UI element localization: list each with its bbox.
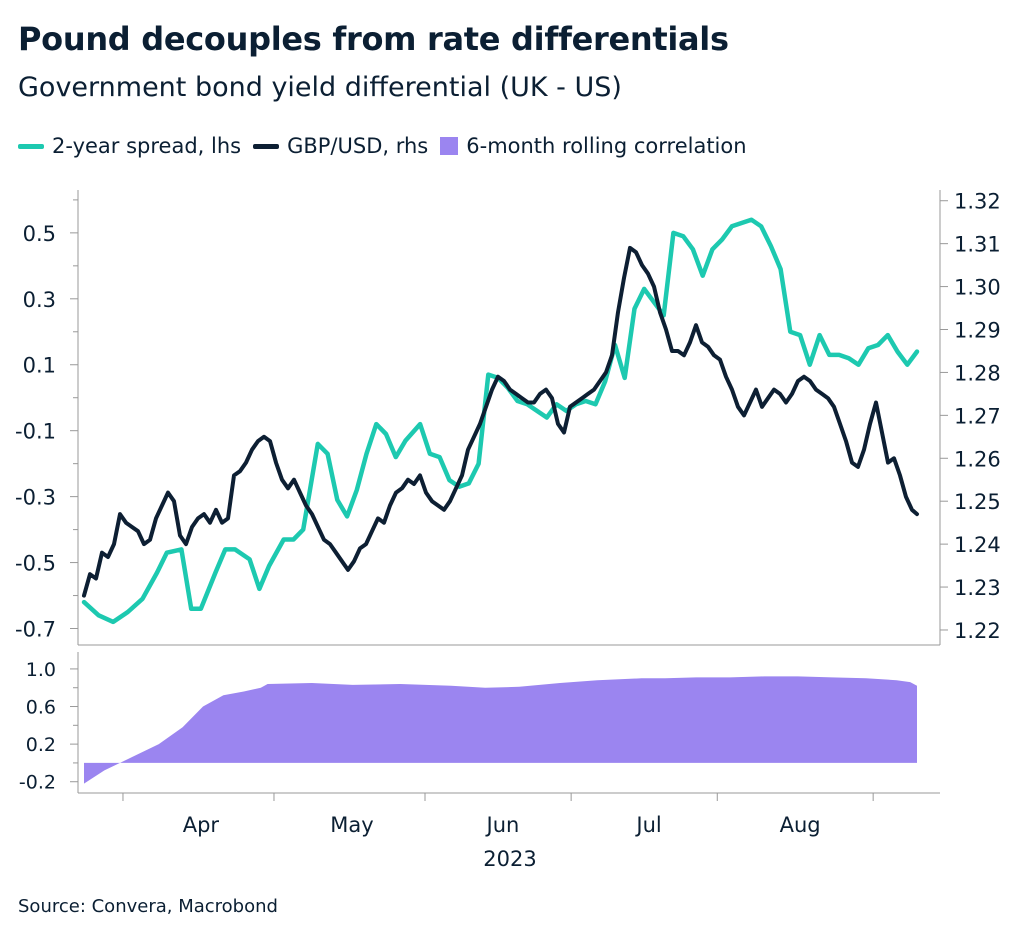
legend-item-gbpusd: GBP/USD, rhs: [253, 134, 428, 158]
legend-label-gbpusd: GBP/USD, rhs: [287, 134, 429, 158]
right-tick-label: 1.28: [954, 361, 1001, 385]
left-tick-label: -0.1: [15, 420, 56, 444]
right-tick-label: 1.26: [954, 447, 1001, 471]
right-tick-label: 1.30: [954, 276, 1001, 300]
right-tick-label: 1.27: [954, 404, 1001, 428]
left-tick-label: 0.3: [23, 288, 56, 312]
series-line-gbpusd: [82, 245, 919, 598]
right-tick-label: 1.23: [954, 576, 1001, 600]
series-line-2-year-spread: [81, 217, 920, 625]
legend-item-spread: 2-year spread, lhs: [18, 134, 241, 158]
right-tick-label: 1.25: [954, 490, 1001, 514]
right-tick-label: 1.32: [954, 190, 1001, 214]
bottom-tick-label: 1.0: [26, 659, 56, 681]
left-tick-label: -0.3: [15, 486, 56, 510]
legend-swatch-spread: [18, 143, 44, 149]
left-tick-label: 0.5: [23, 222, 56, 246]
left-tick-label: 0.1: [23, 354, 56, 378]
chart-subtitle: Government bond yield differential (UK -…: [18, 72, 622, 103]
bottom-tick-label: -0.2: [19, 772, 56, 794]
series-area-correlation: [84, 676, 917, 784]
left-tick-label: -0.5: [15, 552, 56, 576]
chart-title: Pound decouples from rate differentials: [18, 20, 729, 58]
right-tick-label: 1.22: [954, 619, 1001, 643]
right-tick-label: 1.31: [954, 233, 1001, 257]
month-label-may: May: [330, 813, 373, 837]
legend-swatch-correlation: [440, 137, 459, 155]
month-label-jun: Jun: [485, 813, 520, 837]
legend-swatch-gbpusd: [253, 143, 280, 149]
month-label-jul: Jul: [634, 813, 661, 837]
legend: 2-year spread, lhs GBP/USD, rhs 6-month …: [18, 134, 759, 158]
legend-label-spread: 2-year spread, lhs: [52, 134, 242, 158]
year-label: 2023: [483, 847, 536, 871]
right-tick-label: 1.29: [954, 319, 1001, 343]
legend-label-correlation: 6-month rolling correlation: [466, 134, 747, 158]
month-label-aug: Aug: [780, 813, 821, 837]
right-tick-label: 1.24: [954, 533, 1001, 557]
source-note: Source: Convera, Macrobond: [18, 896, 278, 917]
left-tick-label: -0.7: [15, 618, 56, 642]
bottom-tick-label: 0.2: [26, 734, 56, 756]
month-label-apr: Apr: [183, 813, 220, 837]
bottom-tick-label: 0.6: [26, 697, 56, 719]
legend-item-correlation: 6-month rolling correlation: [440, 134, 747, 158]
